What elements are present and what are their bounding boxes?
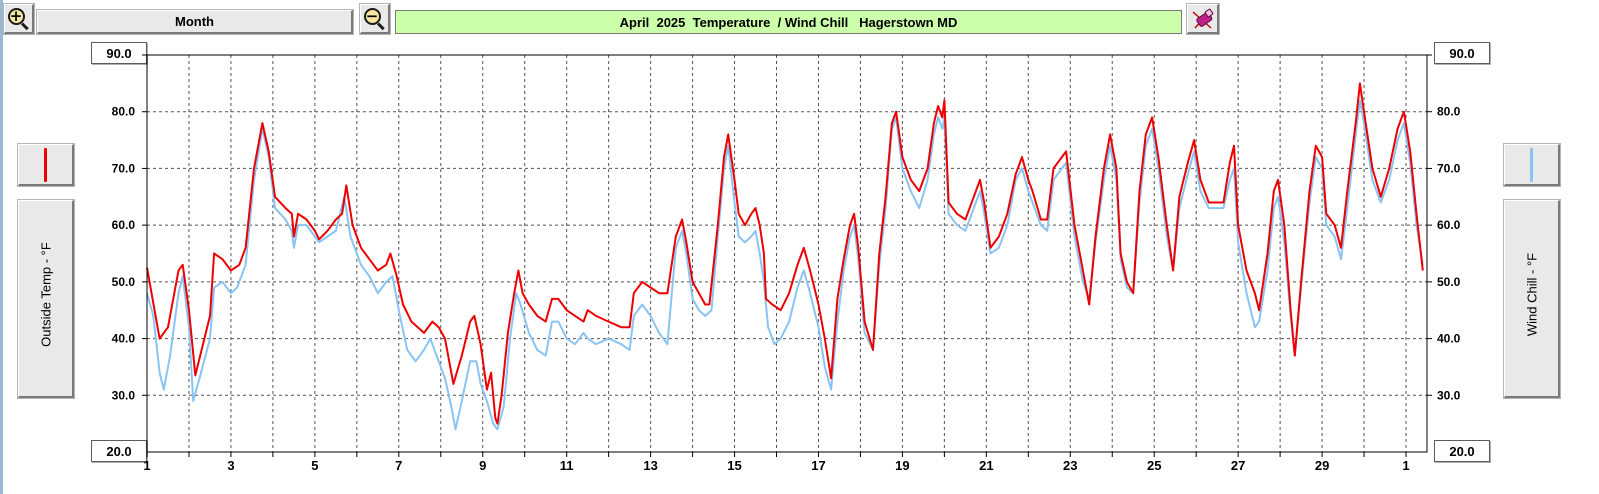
left-y-tick-label: 60.0 <box>112 218 136 232</box>
left-y-tick-label: 30.0 <box>112 388 136 402</box>
left-y-tick-label: 50.0 <box>112 275 136 289</box>
eraser-icon <box>1192 8 1213 29</box>
right-axis-min-box[interactable]: 20.0 <box>1434 440 1490 462</box>
x-tick-label: 27 <box>1231 458 1245 473</box>
x-tick-label: 5 <box>311 458 318 473</box>
grid <box>142 54 1432 457</box>
x-tick-label: 9 <box>479 458 486 473</box>
zoom-in-button[interactable]: + <box>4 4 34 34</box>
right-y-tick-label: 60.0 <box>1437 218 1461 232</box>
period-selector-button[interactable]: Month <box>37 10 353 34</box>
right-y-tick-label: 50.0 <box>1437 275 1461 289</box>
right-y-tick-label: 70.0 <box>1437 161 1461 175</box>
outside-temp-legend-button[interactable] <box>18 144 74 186</box>
left-axis-max-box[interactable]: 90.0 <box>91 42 147 64</box>
x-tick-label: 1 <box>1402 458 1409 473</box>
x-tick-label: 3 <box>227 458 234 473</box>
outside-temp-line <box>146 82 1424 425</box>
clear-button[interactable] <box>1187 4 1219 34</box>
right-axis-label: Wind Chill - °F <box>1524 252 1540 337</box>
x-tick-label: 11 <box>560 458 574 473</box>
x-tick-labels: 1 3 5 7 9 11 13 15 17 19 21 23 25 27 29 1 <box>143 458 1409 473</box>
window-edge <box>0 0 3 494</box>
left-axis-label: Outside Temp - °F <box>38 242 54 347</box>
right-y-tick-label: 40.0 <box>1437 332 1461 346</box>
x-tick-label: 17 <box>811 458 825 473</box>
outside-temp-axis-button[interactable]: Outside Temp - °F <box>18 200 74 398</box>
wind-chill-legend-button[interactable] <box>1504 144 1560 186</box>
outside-temp-swatch <box>44 147 47 182</box>
left-y-tick-label: 40.0 <box>112 332 136 346</box>
zoom-out-icon: − <box>363 7 386 30</box>
zoom-out-button[interactable]: − <box>360 4 390 34</box>
x-tick-label: 13 <box>643 458 657 473</box>
chart-title: April 2025 Temperature / Wind Chill Hage… <box>395 10 1182 34</box>
zoom-in-icon: + <box>7 7 30 30</box>
left-y-tick-label: 80.0 <box>112 105 136 119</box>
wind-chill-axis-button[interactable]: Wind Chill - °F <box>1504 200 1560 398</box>
left-y-tick-labels: 30.0 40.0 50.0 60.0 70.0 80.0 <box>112 105 136 403</box>
right-axis-max-box[interactable]: 90.0 <box>1434 42 1490 64</box>
right-y-tick-label: 80.0 <box>1437 105 1461 119</box>
plot-frame <box>146 54 1428 453</box>
x-tick-label: 25 <box>1147 458 1161 473</box>
wind-chill-line <box>146 99 1424 431</box>
x-tick-label: 29 <box>1315 458 1329 473</box>
series-lines <box>146 82 1424 431</box>
right-y-tick-label: 30.0 <box>1437 388 1461 402</box>
x-tick-label: 7 <box>395 458 402 473</box>
left-axis-min-box[interactable]: 20.0 <box>91 440 147 462</box>
x-tick-label: 19 <box>895 458 909 473</box>
x-tick-label: 23 <box>1063 458 1077 473</box>
right-y-tick-labels: 30.0 40.0 50.0 60.0 70.0 80.0 <box>1437 105 1461 403</box>
left-y-tick-label: 70.0 <box>112 161 136 175</box>
wind-chill-swatch <box>1530 147 1533 182</box>
x-tick-label: 21 <box>979 458 993 473</box>
x-tick-label: 15 <box>727 458 741 473</box>
